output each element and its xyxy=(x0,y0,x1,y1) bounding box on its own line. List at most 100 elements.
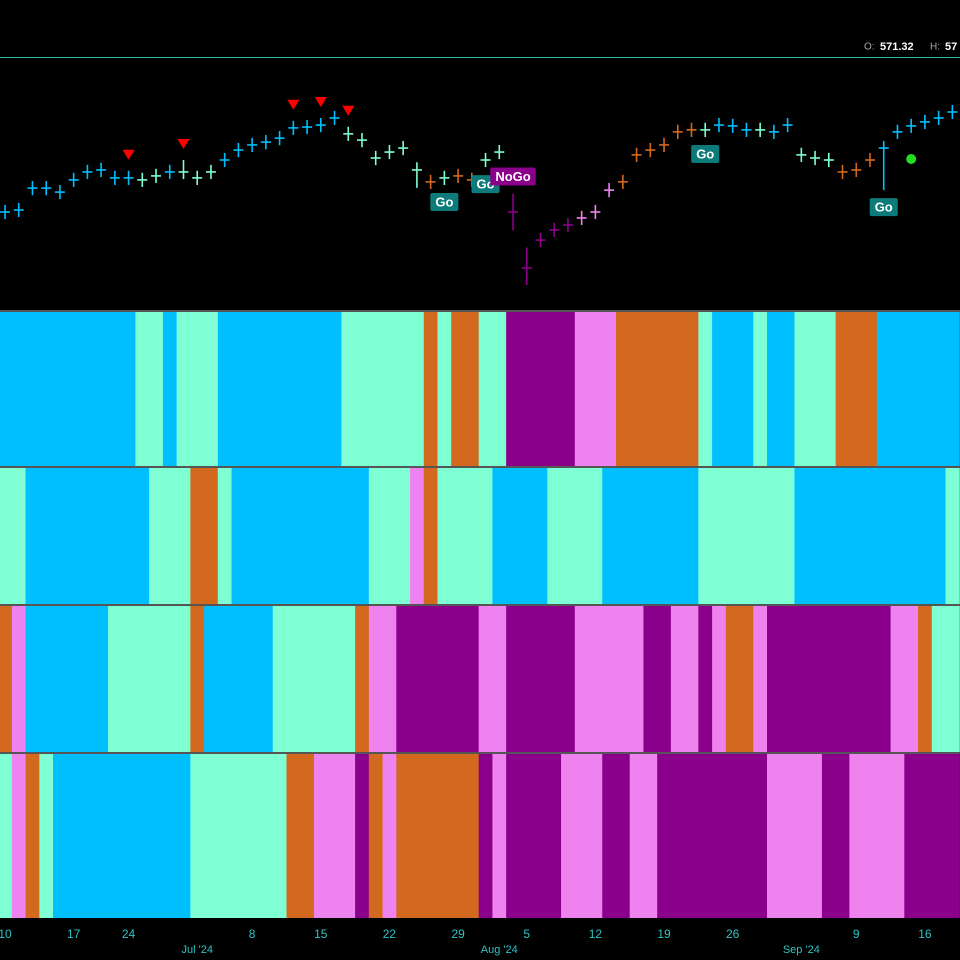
state-cell xyxy=(602,606,617,752)
state-cell xyxy=(615,606,631,752)
state-cell xyxy=(808,468,823,604)
down-triangle xyxy=(287,99,300,110)
down-triangle xyxy=(177,139,190,149)
state-cell xyxy=(107,606,123,752)
state-cell xyxy=(863,754,878,918)
state-cell xyxy=(11,606,27,752)
state-cell xyxy=(904,312,919,466)
state-cell xyxy=(368,312,384,466)
state-cell xyxy=(162,754,178,918)
state-cell xyxy=(204,754,219,918)
state-cell xyxy=(272,312,288,466)
x-tick-label: 12 xyxy=(589,927,603,941)
state-cell xyxy=(176,468,191,604)
state-cell xyxy=(561,312,576,466)
state-cell xyxy=(423,606,439,752)
state-cell xyxy=(821,312,837,466)
state-cell xyxy=(780,606,796,752)
state-cell xyxy=(107,312,123,466)
state-cell xyxy=(382,754,397,918)
state-cell xyxy=(519,606,535,752)
state-cell xyxy=(519,312,535,466)
state-cell xyxy=(149,606,164,752)
state-cell xyxy=(121,754,137,918)
state-cell xyxy=(588,754,603,918)
state-cell xyxy=(890,312,905,466)
x-tick-label: 9 xyxy=(853,927,860,941)
state-cell xyxy=(464,606,480,752)
state-cell xyxy=(821,468,837,604)
state-cell xyxy=(272,754,288,918)
state-cell xyxy=(615,754,631,918)
annotation: NoGo xyxy=(490,167,536,186)
state-cell xyxy=(918,312,933,466)
state-cell xyxy=(11,468,27,604)
state-cell xyxy=(217,468,233,604)
x-tick-label: 15 xyxy=(314,927,328,941)
state-cell xyxy=(300,468,315,604)
down-triangle xyxy=(122,149,135,160)
state-cell xyxy=(547,468,562,604)
state-cell xyxy=(25,312,40,466)
state-cell xyxy=(396,312,411,466)
state-cell xyxy=(272,606,288,752)
x-tick-label: 22 xyxy=(383,927,397,941)
down-triangle xyxy=(342,105,355,116)
state-cell xyxy=(176,312,191,466)
state-cell xyxy=(423,312,439,466)
state-cell xyxy=(423,468,439,604)
state-cell xyxy=(190,468,205,604)
state-cell xyxy=(918,468,933,604)
state-cell xyxy=(945,606,960,752)
state-cell xyxy=(217,312,233,466)
state-cell xyxy=(478,754,494,918)
state-cell xyxy=(451,754,466,918)
state-cell xyxy=(149,468,164,604)
state-cell xyxy=(767,606,782,752)
state-cell xyxy=(245,606,260,752)
state-cell xyxy=(808,754,823,918)
x-tick-label: 19 xyxy=(657,927,671,941)
state-cell xyxy=(863,312,878,466)
state-cell xyxy=(66,312,82,466)
state-cell xyxy=(780,468,796,604)
state-cell xyxy=(396,468,411,604)
state-cell xyxy=(121,468,137,604)
state-cell xyxy=(272,468,288,604)
state-cell xyxy=(876,312,892,466)
state-cell xyxy=(135,312,150,466)
state-cell xyxy=(121,312,137,466)
state-cell xyxy=(767,468,782,604)
state-cell xyxy=(396,754,411,918)
state-cell xyxy=(657,754,672,918)
state-cell xyxy=(231,468,246,604)
state-cell xyxy=(698,606,713,752)
x-tick-label: 16 xyxy=(918,927,932,941)
x-tick-label: 26 xyxy=(726,927,740,941)
state-cell xyxy=(39,754,54,918)
state-cell xyxy=(533,468,548,604)
state-cell xyxy=(890,606,905,752)
state-cell xyxy=(863,606,878,752)
state-cell xyxy=(918,606,933,752)
state-cell xyxy=(506,312,521,466)
state-cell xyxy=(217,754,233,918)
state-cell xyxy=(808,606,823,752)
state-cell xyxy=(313,606,329,752)
state-cell xyxy=(231,606,246,752)
state-cell xyxy=(313,754,329,918)
state-cell xyxy=(300,312,315,466)
x-tick-label: 8 xyxy=(249,927,256,941)
state-cell xyxy=(684,606,699,752)
state-cell xyxy=(670,754,686,918)
state-cell xyxy=(94,754,109,918)
state-cell xyxy=(368,606,384,752)
state-cell xyxy=(327,754,342,918)
state-cell xyxy=(876,468,892,604)
state-cell xyxy=(629,754,645,918)
state-cell xyxy=(286,606,301,752)
state-cell xyxy=(533,754,548,918)
state-cell xyxy=(794,312,809,466)
state-cell xyxy=(162,468,178,604)
state-cell xyxy=(149,312,164,466)
